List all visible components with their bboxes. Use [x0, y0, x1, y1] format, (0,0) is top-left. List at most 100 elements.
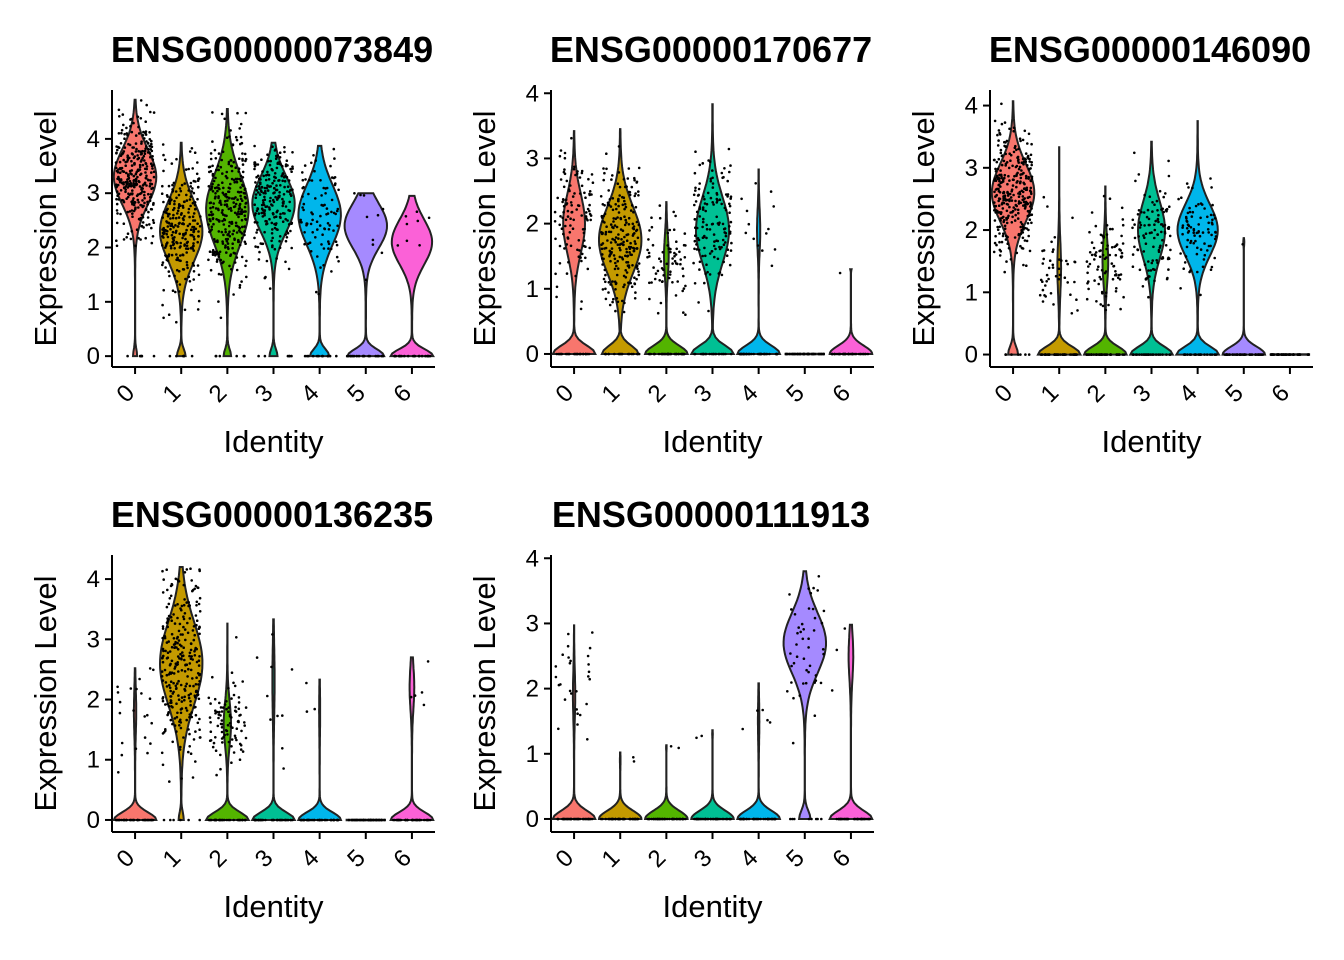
data-point [1002, 220, 1005, 224]
data-point [136, 175, 139, 179]
data-point [210, 228, 213, 231]
data-point [175, 268, 179, 272]
data-point [240, 255, 244, 259]
data-point [568, 689, 572, 693]
data-point [124, 160, 127, 164]
data-point [1269, 353, 1273, 356]
violin [388, 194, 435, 358]
data-point [170, 659, 174, 663]
data-point [161, 696, 165, 699]
data-point [993, 119, 997, 123]
data-point [1120, 234, 1123, 238]
data-point [759, 352, 763, 356]
data-point [162, 316, 165, 320]
data-point [666, 231, 670, 235]
data-point [563, 817, 566, 821]
data-point [225, 700, 228, 703]
data-point [226, 246, 230, 249]
data-point [1108, 227, 1112, 231]
data-point [126, 354, 129, 358]
data-point [637, 194, 640, 197]
data-point [264, 275, 267, 279]
data-point [681, 267, 685, 270]
data-point [130, 152, 134, 155]
data-point [238, 206, 242, 210]
data-point [997, 157, 1001, 161]
data-point [197, 177, 201, 180]
data-point [669, 352, 672, 356]
data-point [1086, 282, 1089, 285]
data-point [257, 185, 261, 188]
data-point [305, 354, 309, 358]
data-point [1199, 293, 1202, 297]
data-point [175, 280, 179, 284]
data-point [132, 179, 135, 182]
data-point [614, 288, 617, 291]
data-point [308, 241, 312, 244]
data-point [244, 210, 247, 213]
data-point [1016, 208, 1020, 212]
data-point [174, 190, 178, 193]
data-point [221, 150, 225, 154]
data-point [635, 228, 639, 232]
data-point [587, 670, 591, 674]
data-point [194, 760, 197, 763]
data-point [145, 165, 149, 168]
data-point [1046, 205, 1049, 208]
data-point [215, 710, 219, 714]
data-point [1276, 353, 1280, 356]
data-point [634, 291, 637, 294]
data-point [240, 280, 243, 283]
data-point [237, 238, 240, 242]
data-point [162, 818, 166, 822]
data-point [271, 633, 274, 636]
data-point [633, 194, 637, 198]
data-point [711, 169, 714, 172]
data-point [128, 179, 132, 183]
data-point [314, 159, 318, 162]
data-point [244, 217, 247, 221]
data-point [633, 282, 636, 285]
data-point [180, 707, 184, 710]
data-point [1153, 236, 1156, 240]
data-point [566, 644, 570, 648]
data-point [230, 209, 233, 212]
data-point [1143, 193, 1146, 197]
data-point [625, 233, 628, 237]
data-point [147, 818, 150, 822]
data-point [286, 185, 290, 188]
data-point [274, 188, 278, 192]
data-point [151, 218, 155, 222]
data-point [1136, 248, 1139, 251]
data-point [814, 679, 818, 682]
jitter-points [738, 708, 777, 821]
x-axis-label: Identity [224, 424, 324, 459]
data-point [165, 685, 169, 688]
data-point [555, 295, 558, 299]
data-point [221, 213, 225, 216]
data-point [170, 222, 174, 226]
panel-title: ENSG00000111913 [552, 494, 870, 535]
data-point [1002, 198, 1005, 202]
data-point [125, 236, 128, 239]
data-point [633, 240, 637, 243]
data-point [359, 193, 362, 197]
data-point [605, 167, 608, 171]
data-point [150, 149, 154, 153]
data-point [1089, 353, 1093, 356]
data-point [177, 193, 181, 197]
jitter-points [738, 182, 779, 356]
data-point [1120, 206, 1124, 210]
data-point [570, 204, 573, 207]
data-point [1183, 261, 1187, 264]
data-point [172, 208, 175, 212]
data-point [1088, 251, 1092, 254]
data-point [802, 682, 805, 685]
data-point [175, 637, 179, 640]
data-point [283, 179, 287, 183]
data-point [1075, 298, 1078, 302]
data-point [1259, 353, 1263, 356]
data-point [196, 690, 199, 694]
data-point [671, 281, 674, 284]
data-point [264, 818, 267, 822]
